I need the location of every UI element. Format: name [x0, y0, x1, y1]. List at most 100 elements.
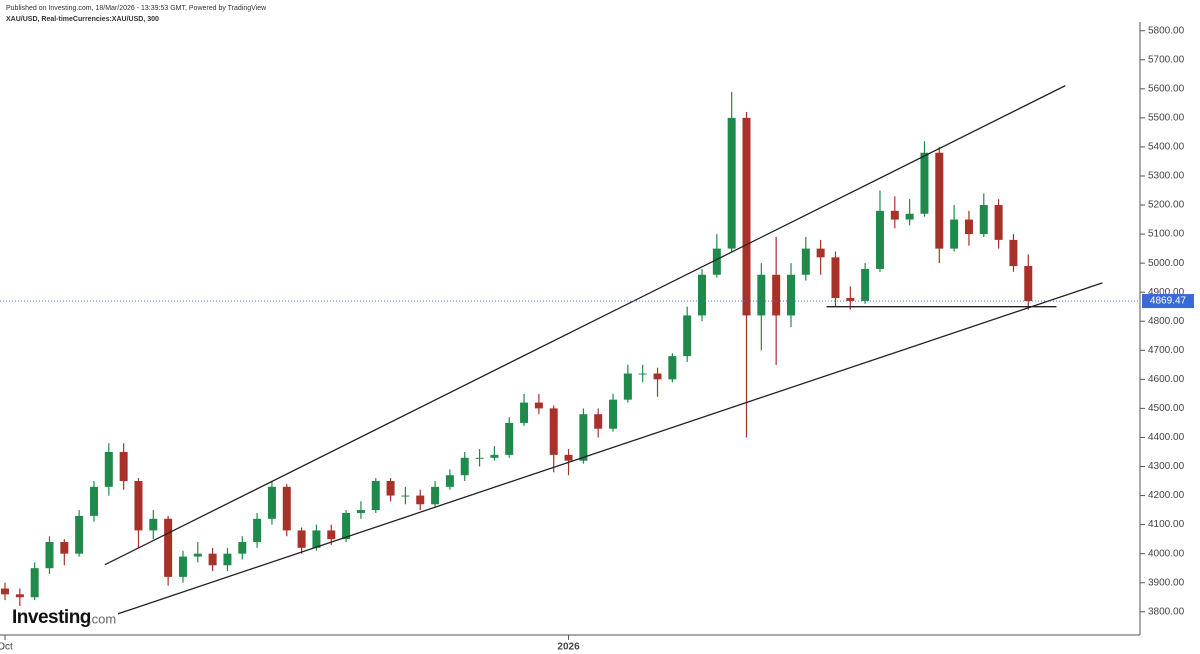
candle-body [342, 512, 351, 540]
y-tick-label: 4400.00 [1148, 432, 1185, 443]
y-tick-label: 4900.00 [1148, 287, 1185, 298]
last-price-label: 4869.47 [1150, 296, 1187, 307]
candle-body [149, 518, 158, 531]
candle-body [683, 315, 692, 357]
y-tick-label: 5400.00 [1148, 142, 1185, 153]
y-tick-label: 3900.00 [1148, 577, 1185, 588]
y-tick-label: 4100.00 [1148, 519, 1185, 530]
y-tick-label: 5300.00 [1148, 171, 1185, 182]
candle-body [757, 274, 766, 316]
candle-body [297, 530, 306, 548]
candle-body [594, 414, 603, 429]
y-tick-label: 5700.00 [1148, 54, 1185, 65]
candle-body [505, 422, 514, 455]
candle-body [816, 248, 825, 258]
candle-body [801, 248, 810, 275]
candle-body [371, 481, 380, 511]
candle-body [712, 248, 721, 275]
y-tick-label: 5600.00 [1148, 83, 1185, 94]
candle-body [490, 454, 499, 458]
candle-body [238, 542, 247, 554]
watermark-logo: Investing [12, 607, 91, 628]
y-tick-label: 4200.00 [1148, 490, 1185, 501]
candle-body [623, 373, 632, 400]
candle-body [75, 515, 84, 554]
candle-body [875, 210, 884, 269]
x-tick-label: 2026 [557, 642, 580, 653]
candle-body [861, 268, 870, 301]
candle-body [164, 518, 173, 577]
y-tick-label: 5800.00 [1148, 25, 1185, 36]
candle-body [312, 530, 321, 548]
y-tick-label: 4600.00 [1148, 374, 1185, 385]
candle-body [638, 373, 647, 375]
candle-body [386, 481, 395, 496]
y-tick-label: 4000.00 [1148, 548, 1185, 559]
candle-body [772, 274, 781, 316]
candle-body [134, 481, 143, 531]
candle-body [727, 117, 736, 249]
candle-body [979, 205, 988, 235]
candle-body [1009, 239, 1018, 267]
candle-body [15, 594, 24, 598]
candle-body [920, 152, 929, 214]
candle-body [475, 457, 484, 459]
chart-subtitle: XAU/USD, Real-timeCurrencies:XAU/USD, 30… [6, 16, 159, 23]
candle-body [208, 553, 217, 566]
y-tick-label: 5500.00 [1148, 113, 1185, 124]
candle-body [994, 205, 1003, 240]
candle-body [964, 219, 973, 235]
candle-body [1024, 266, 1033, 302]
y-tick-label: 4300.00 [1148, 461, 1185, 472]
candle-body [445, 475, 454, 487]
candle-body [119, 451, 128, 482]
candle-body [178, 556, 187, 577]
candle-body [786, 274, 795, 316]
candle-body [327, 530, 336, 540]
candle-body [253, 518, 262, 543]
candle-body [267, 486, 276, 519]
y-tick-label: 5000.00 [1148, 258, 1185, 269]
candle-body [564, 454, 573, 461]
candle-body [742, 117, 751, 316]
candle-body [60, 542, 69, 554]
candle-body [431, 486, 440, 505]
y-tick-label: 4500.00 [1148, 403, 1185, 414]
candle-body [282, 486, 291, 531]
candle-body [520, 402, 529, 423]
chart-title: Published on Investing.com, 18/Mar/2026 … [6, 5, 267, 12]
candle-body [89, 486, 98, 516]
candle-body [193, 553, 202, 557]
candle-body [223, 553, 232, 566]
candle-body [609, 399, 618, 429]
y-tick-label: 5100.00 [1148, 229, 1185, 240]
candle-body [846, 297, 855, 301]
candle-body [668, 356, 677, 380]
y-tick-label: 3800.00 [1148, 606, 1185, 617]
candle-body [534, 402, 543, 409]
candle-body [549, 408, 558, 455]
watermark-suffix: .com [88, 611, 116, 626]
candle-body [460, 457, 469, 476]
candle-body [401, 495, 410, 497]
candle-body [653, 373, 662, 380]
x-tick-label: Oct [0, 642, 13, 653]
candle-body [416, 495, 425, 505]
candle-body [890, 210, 899, 220]
candle-body [579, 414, 588, 461]
candle-body [935, 152, 944, 249]
candle-body [950, 219, 959, 249]
y-tick-label: 4700.00 [1148, 345, 1185, 356]
candle-body [104, 451, 113, 487]
trend-line [117, 282, 1103, 615]
candle-body [1, 588, 9, 595]
trend-line [104, 85, 1066, 566]
candle-body [831, 257, 840, 298]
last-price-box [1142, 294, 1194, 309]
plot-area [1, 85, 1103, 615]
y-tick-label: 5200.00 [1148, 200, 1185, 211]
candle-body [698, 274, 707, 316]
candle-body [45, 542, 54, 569]
